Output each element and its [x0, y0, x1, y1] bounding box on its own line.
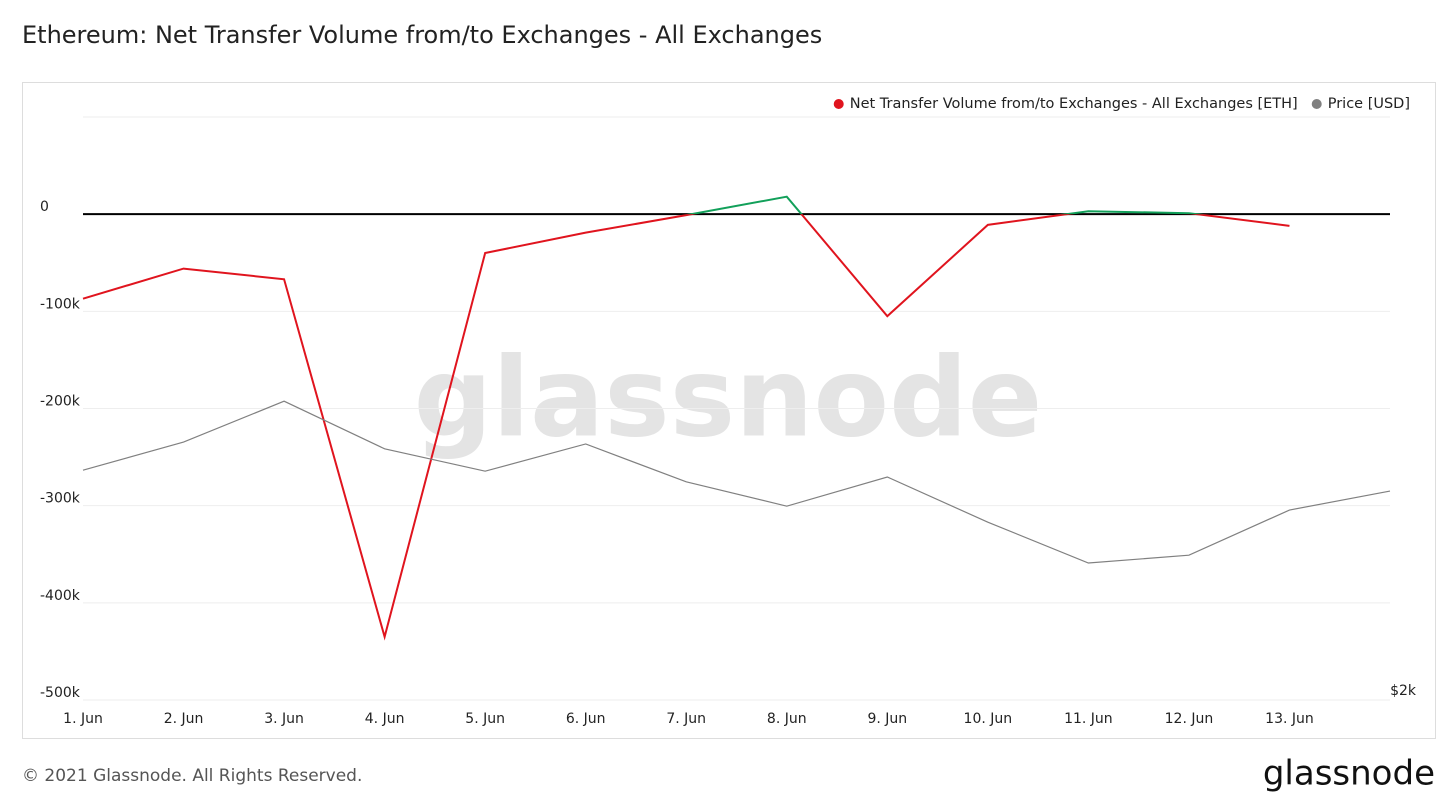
y2-tick-label: $2k: [1390, 683, 1417, 699]
legend-marker: [1311, 99, 1322, 109]
x-tick-label: 3. Jun: [264, 711, 304, 727]
x-tick-label: 9. Jun: [867, 711, 907, 727]
x-tick-label: 12. Jun: [1165, 711, 1214, 727]
y-tick-label: -100k: [40, 296, 81, 312]
line-negative: [82, 214, 1290, 641]
watermark: glassnode: [414, 333, 1043, 461]
copyright: © 2021 Glassnode. All Rights Reserved.: [22, 766, 362, 786]
x-tick-label: 10. Jun: [964, 711, 1013, 727]
line: [82, 400, 1391, 564]
x-tick-label: 13. Jun: [1265, 711, 1314, 727]
y-tick-label: -300k: [40, 491, 81, 507]
chart-panel: [22, 82, 1436, 739]
x-tick-label: 4. Jun: [365, 711, 405, 727]
x-tick-label: 2. Jun: [164, 711, 204, 727]
y-tick-label: 0: [40, 199, 49, 215]
chart-title: Ethereum: Net Transfer Volume from/to Ex…: [22, 21, 822, 49]
logo: glassnode: [1263, 754, 1435, 794]
legend-label: Price [USD]: [1328, 96, 1410, 112]
x-tick-label: 7. Jun: [666, 711, 706, 727]
line-positive: [685, 195, 1205, 215]
x-tick-label: 1. Jun: [63, 711, 103, 727]
x-tick-label: 8. Jun: [767, 711, 807, 727]
legend-marker: [833, 99, 844, 109]
y-tick-label: -500k: [40, 685, 81, 701]
x-tick-label: 6. Jun: [566, 711, 606, 727]
x-tick-label: 5. Jun: [465, 711, 505, 727]
y-tick-label: -200k: [40, 394, 81, 410]
x-tick-label: 11. Jun: [1064, 711, 1113, 727]
legend-label: Net Transfer Volume from/to Exchanges - …: [850, 96, 1298, 112]
y-tick-label: -400k: [40, 588, 81, 604]
